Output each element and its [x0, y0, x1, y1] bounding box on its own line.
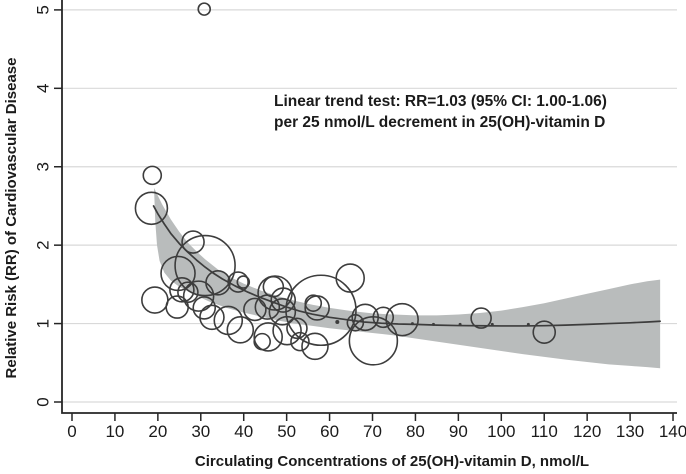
study-bubble [169, 277, 195, 303]
study-bubble [182, 280, 215, 312]
x-tick-label: 130 [616, 422, 644, 441]
study-bubble [253, 322, 283, 352]
study-bubble [470, 307, 492, 329]
study-bubble [270, 287, 297, 313]
study-bubble [226, 316, 255, 344]
study-bubble [372, 306, 395, 329]
tiny-study-dot [410, 322, 414, 326]
y-tick-label: 0 [33, 397, 52, 406]
trend-curve [152, 205, 661, 327]
study-bubble [141, 286, 169, 314]
y-tick-label: 4 [33, 84, 52, 93]
x-tick-label: 80 [406, 422, 425, 441]
study-bubble [532, 320, 557, 345]
x-tick-label: 140 [659, 422, 686, 441]
x-tick-label: 120 [573, 422, 601, 441]
y-axis-title: Relative Risk (RR) of Cardiovascular Dis… [3, 58, 20, 379]
x-axis-title: Circulating Concentrations of 25(OH)-vit… [195, 453, 589, 470]
study-bubble [253, 332, 271, 351]
axis-lines [61, 0, 677, 414]
ci-band [153, 187, 661, 369]
study-bubble [268, 298, 297, 326]
study-bubble [134, 191, 169, 226]
study-bubble [385, 302, 419, 337]
tiny-study-dot [526, 322, 530, 326]
study-bubble [254, 294, 281, 320]
x-tick-label: 60 [320, 422, 339, 441]
study-bubble [236, 275, 251, 289]
study-bubble [346, 313, 365, 332]
study-bubble [290, 331, 310, 352]
study-bubble [181, 230, 205, 254]
y-tick-label: 1 [33, 319, 52, 328]
study-bubble [142, 165, 163, 186]
study-bubble [301, 332, 329, 361]
study-bubble [213, 305, 244, 336]
y-tick-label: 3 [33, 162, 52, 171]
x-tick-label: 20 [148, 422, 167, 441]
tiny-study-dot [431, 322, 435, 326]
x-tick-label: 50 [277, 422, 296, 441]
tiny-study-dot [458, 322, 462, 326]
x-tick-label: 0 [67, 422, 76, 441]
x-tick-label: 90 [449, 422, 468, 441]
study-bubble [174, 234, 236, 297]
x-tick-label: 30 [191, 422, 210, 441]
study-bubble [165, 295, 189, 319]
study-bubble [335, 263, 365, 293]
y-tick-label: 5 [33, 5, 52, 14]
x-tick-label: 10 [105, 422, 124, 441]
tiny-study-dot [490, 322, 494, 326]
study-bubble [192, 296, 217, 320]
x-tick-label: 100 [487, 422, 515, 441]
y-tick-label: 2 [33, 240, 52, 249]
study-bubble [285, 274, 357, 347]
study-bubble [286, 317, 308, 340]
x-tick-label: 70 [363, 422, 382, 441]
annotation-line-2: per 25 nmol/L decrement in 25(OH)-vitami… [274, 114, 605, 131]
x-tick-label: 40 [234, 422, 253, 441]
x-tick-label: 110 [531, 422, 558, 441]
study-bubble [304, 295, 330, 321]
study-bubble [243, 297, 267, 322]
study-bubble [199, 304, 225, 331]
study-bubble [197, 2, 212, 16]
annotation-line-1: Linear trend test: RR=1.03 (95% CI: 1.00… [274, 93, 607, 110]
study-bubble [227, 271, 249, 293]
tiny-study-dot [335, 320, 340, 325]
